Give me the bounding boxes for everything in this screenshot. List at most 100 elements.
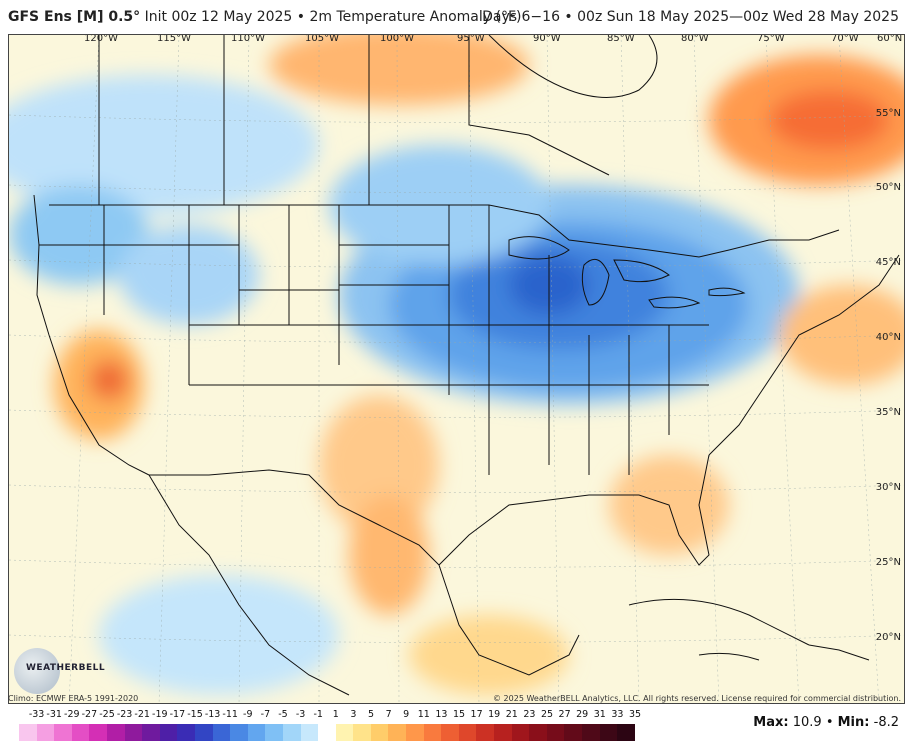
- legend-tick: 31: [593, 709, 606, 720]
- legend-swatch: [265, 724, 283, 741]
- legend-swatch: [318, 724, 336, 741]
- lat-label: 45°N: [875, 257, 901, 268]
- legend-swatch: [353, 724, 371, 741]
- lat-label: 25°N: [875, 557, 901, 568]
- legend-swatch: [106, 724, 125, 741]
- legend-swatch: [599, 724, 618, 741]
- legend-swatch: [54, 724, 72, 741]
- legend-tick: 23: [523, 709, 536, 720]
- legend-swatch: [194, 724, 213, 741]
- legend-tick: -5: [278, 709, 288, 720]
- init-text: Init 00z 12 May 2025 • 2m Temperature An…: [144, 9, 522, 25]
- legend-tick: 5: [367, 709, 375, 720]
- legend-swatch: [159, 724, 178, 741]
- legend-swatch: [19, 724, 37, 741]
- header-bar: GFS Ens [M] 0.5° Init 00z 12 May 2025 • …: [0, 0, 913, 34]
- lat-label: 20°N: [875, 632, 901, 643]
- legend-swatch: [546, 724, 565, 741]
- lon-label: 110°W: [231, 34, 265, 44]
- graticule: [9, 35, 904, 703]
- legend-tick: -21: [134, 709, 150, 720]
- lon-label: 95°W: [457, 34, 485, 44]
- lat-label: 40°N: [875, 332, 901, 343]
- legend-tick: -1: [313, 709, 323, 720]
- legend-swatch: [300, 724, 319, 741]
- legend-tick: 13: [435, 709, 448, 720]
- min-label: Min:: [837, 715, 870, 730]
- legend-swatch: [142, 724, 160, 741]
- legend-tick: 29: [576, 709, 589, 720]
- legend-swatch: [582, 724, 600, 741]
- legend-swatch: [388, 724, 407, 741]
- legend-tick: 11: [417, 709, 430, 720]
- map-title: GFS Ens [M] 0.5° Init 00z 12 May 2025 • …: [8, 9, 521, 25]
- legend-tick: -7: [260, 709, 271, 720]
- legend-tick: 19: [488, 709, 501, 720]
- legend-tick: -27: [81, 709, 98, 720]
- legend-swatch: [529, 724, 547, 741]
- legend-tick: -33: [28, 709, 45, 720]
- copyright-note: © 2025 WeatherBELL Analytics, LLC. All r…: [493, 694, 901, 703]
- max-min-readout: Max: 10.9 • Min: -8.2: [753, 715, 899, 730]
- legend-swatch: [230, 724, 248, 741]
- legend-tick: 21: [505, 709, 518, 720]
- legend-tick: -25: [99, 709, 115, 720]
- legend-tick: 9: [403, 709, 410, 720]
- legend-tick: -9: [243, 709, 253, 720]
- lon-label: 90°W: [533, 34, 561, 44]
- lat-label: 35°N: [875, 407, 901, 418]
- legend-swatch: [494, 724, 512, 741]
- lon-label: 100°W: [380, 34, 414, 44]
- lat-label: 55°N: [875, 108, 901, 119]
- legend-swatch: [212, 724, 231, 741]
- max-label: Max:: [753, 715, 789, 730]
- legend-tick: -15: [187, 709, 203, 720]
- legend-swatch: [406, 724, 424, 741]
- legend-tick: -19: [152, 709, 168, 720]
- legend-tick: -29: [64, 709, 80, 720]
- legend-swatch: [177, 724, 195, 741]
- logo-text: WEATHERBELL: [26, 663, 106, 673]
- valid-period: Days 6−16 • 00z Sun 18 May 2025—00z Wed …: [482, 9, 899, 25]
- legend-swatch: [247, 724, 266, 741]
- legend-swatch: [335, 724, 354, 741]
- weatherbell-logo: [14, 648, 60, 694]
- legend-tick: -23: [116, 709, 133, 720]
- legend-swatch: [564, 724, 582, 741]
- lon-label: 115°W: [157, 34, 191, 44]
- anomaly-field: [9, 35, 904, 695]
- min-value: -8.2: [873, 715, 899, 730]
- legend-tick: 27: [558, 709, 571, 720]
- legend-tick: 33: [611, 709, 624, 720]
- legend-swatch: [423, 724, 442, 741]
- legend-swatch: [124, 724, 143, 741]
- legend-tick: 35: [628, 709, 642, 720]
- lon-label: 105°W: [305, 34, 339, 44]
- legend-swatch: [511, 724, 530, 741]
- boundaries: [33, 35, 900, 696]
- legend-swatch: [282, 724, 301, 741]
- map-canvas: [9, 35, 904, 703]
- legend-tick: 3: [350, 709, 357, 720]
- legend-swatch: [617, 724, 635, 741]
- legend-tick: 25: [540, 709, 554, 720]
- legend-tick: -13: [204, 709, 221, 720]
- legend-tick: 7: [385, 709, 392, 720]
- legend-swatch: [458, 724, 477, 741]
- legend-swatch: [370, 724, 389, 741]
- legend-tick: -17: [169, 709, 186, 720]
- anomaly-map: 120°W 115°W 110°W 105°W 100°W 95°W 90°W …: [8, 34, 905, 704]
- lat-label: 50°N: [875, 182, 901, 193]
- lon-label: 70°W: [831, 34, 859, 44]
- color-legend: -33 -31 -29 -27 -25 -23 -21 -19 -17 -15 -13 -11 -9 -7…: [8, 706, 768, 750]
- climo-note: Climo: ECMWF ERA-5 1991-2020: [8, 694, 139, 703]
- lon-label: 80°W: [681, 34, 709, 44]
- legend-swatch: [89, 724, 107, 741]
- legend-tick: 17: [470, 709, 483, 720]
- legend-tick: -3: [295, 709, 306, 720]
- legend-tick: -31: [46, 709, 62, 720]
- legend-swatch: [71, 724, 90, 741]
- max-value: 10.9: [792, 715, 822, 730]
- lon-label: 120°W: [84, 34, 118, 44]
- legend-swatch: [36, 724, 55, 741]
